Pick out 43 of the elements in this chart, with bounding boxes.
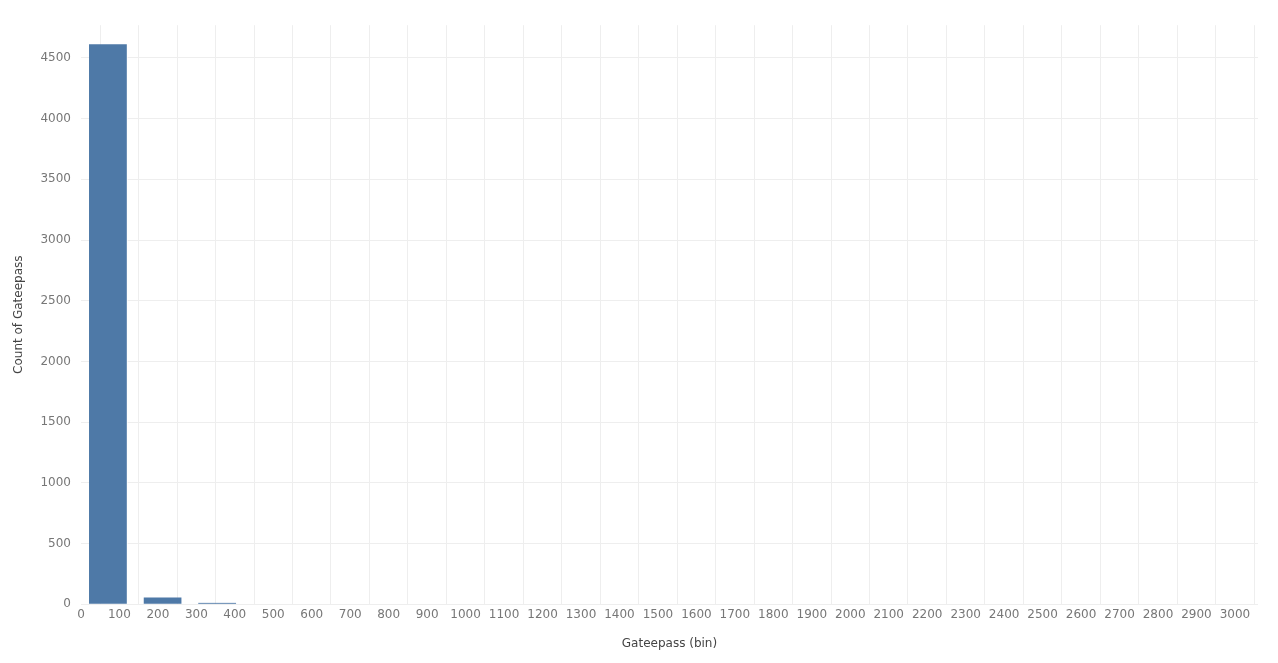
x-tick-label: 2100 xyxy=(873,606,904,621)
x-tick-label: 900 xyxy=(415,606,439,621)
x-tick-label: 2200 xyxy=(911,606,943,621)
y-tick-label: 1500 xyxy=(40,414,71,429)
x-tick-label: 2900 xyxy=(1181,606,1212,621)
x-tick-label: 2600 xyxy=(1065,606,1097,621)
x-tick-label: 600 xyxy=(300,606,324,621)
x-tick-label: 200 xyxy=(146,606,170,621)
x-tick-label: 1900 xyxy=(796,606,828,621)
x-tick-label: 0 xyxy=(77,606,85,621)
x-tick-label: 2500 xyxy=(1027,606,1058,621)
x-tick-label: 400 xyxy=(223,606,247,621)
y-tick-label: 4500 xyxy=(40,50,71,65)
x-tick-label: 1500 xyxy=(642,606,674,621)
x-tick-label: 1200 xyxy=(527,606,558,621)
x-tick-label: 1300 xyxy=(565,606,597,621)
x-tick-label: 1000 xyxy=(450,606,481,621)
x-tick-label: 1400 xyxy=(604,606,635,621)
y-tick-label: 3500 xyxy=(40,171,71,186)
y-tick-label: 4000 xyxy=(40,110,71,125)
x-tick-label: 2300 xyxy=(950,606,981,621)
x-tick-label: 2400 xyxy=(988,606,1020,621)
x-tick-label: 100 xyxy=(107,606,131,621)
y-tick-label: 2000 xyxy=(40,353,71,368)
x-tick-label: 2800 xyxy=(1142,606,1174,621)
y-axis-title: Count of Gateepass xyxy=(11,255,26,374)
y-tick-label: 0 xyxy=(63,596,71,611)
x-tick-label: 1800 xyxy=(758,606,789,621)
x-tick-label: 800 xyxy=(377,606,401,621)
y-tick-label: 3000 xyxy=(40,232,71,247)
y-tick-label: 500 xyxy=(48,535,71,550)
x-tick-label: 1600 xyxy=(681,606,712,621)
x-tick-label: 1700 xyxy=(719,606,751,621)
x-tick-label: 2700 xyxy=(1104,606,1135,621)
x-axis-title: Gateepass (bin) xyxy=(621,635,718,650)
x-tick-label: 500 xyxy=(261,606,285,621)
x-tick-label: 2000 xyxy=(834,606,866,621)
x-tick-label: 700 xyxy=(338,606,362,621)
x-tick-label: 300 xyxy=(184,606,208,621)
y-tick-label: 1000 xyxy=(40,474,71,489)
y-tick-label: 2500 xyxy=(40,292,71,307)
x-tick-label: 3000 xyxy=(1219,606,1251,621)
x-tick-label: 1100 xyxy=(488,606,520,621)
